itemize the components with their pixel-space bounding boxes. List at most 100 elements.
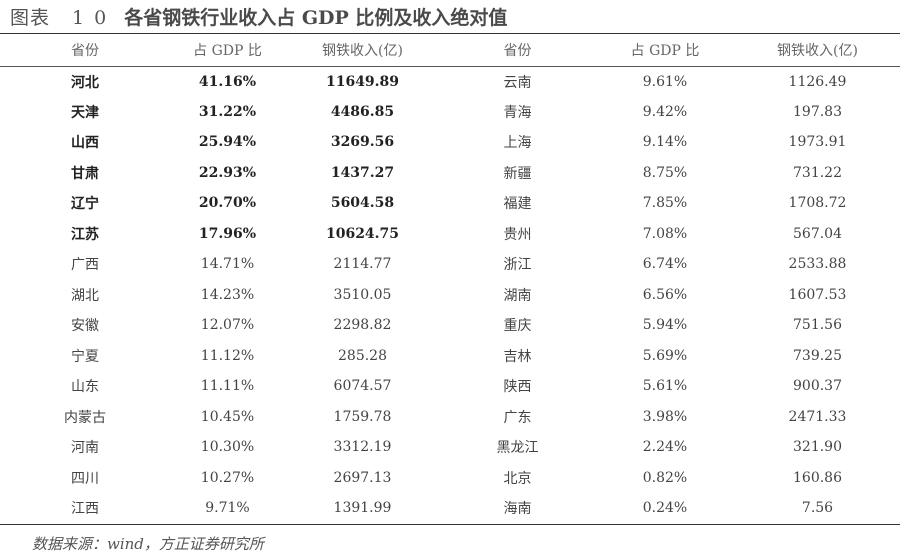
left-income-cell: 2114.77 — [333, 256, 392, 273]
left-income-cell: 1437.27 — [330, 164, 395, 181]
right-province-cell: 黑龙江 — [496, 440, 539, 457]
left-province-cell: 河南 — [71, 440, 99, 457]
header-income-left: 钢铁收入(亿) — [285, 35, 440, 67]
right-province-cell: 海南 — [503, 501, 532, 518]
right-ratio-cell: 7.08% — [642, 225, 688, 242]
left-ratio-cell: 10.27% — [200, 469, 255, 486]
figure-label: 图表 — [10, 7, 51, 29]
header-ratio-right: 占 GDP 比 — [595, 35, 735, 67]
header-province-left: 省份 — [0, 35, 170, 67]
right-income-cell: 7.56 — [801, 500, 834, 517]
left-province-cell: 江西 — [71, 501, 99, 518]
table-row: 辽宁 20.70% 5604.58 福建 7.85% 1708.72 — [0, 188, 900, 219]
table-row: 广西 14.71% 2114.77 浙江 6.74% 2533.88 — [0, 249, 900, 280]
left-ratio-cell: 9.71% — [205, 500, 250, 517]
right-ratio-cell: 9.61% — [642, 73, 688, 90]
left-ratio-cell: 10.45% — [200, 408, 255, 425]
left-income-cell: 11649.89 — [325, 73, 400, 90]
right-province-cell: 重庆 — [503, 318, 532, 335]
right-income-cell: 731.22 — [793, 164, 842, 181]
right-ratio-cell: 9.42% — [642, 103, 688, 120]
right-ratio-cell: 8.75% — [642, 164, 688, 181]
header-income-right: 钢铁收入(亿) — [735, 35, 900, 67]
left-ratio-cell: 41.16% — [198, 73, 257, 90]
table-row: 宁夏 11.12% 285.28 吉林 5.69% 739.25 — [0, 341, 900, 372]
source-note: 数据来源：wind，方正证券研究所 — [32, 535, 264, 553]
right-income-cell: 2471.33 — [788, 408, 847, 425]
right-province-cell: 湖南 — [503, 287, 532, 304]
right-income-cell: 1126.49 — [788, 73, 847, 90]
left-province-cell: 天津 — [71, 104, 99, 121]
left-ratio-cell: 17.96% — [198, 225, 257, 242]
table-row: 山东 11.11% 6074.57 陕西 5.61% 900.37 — [0, 371, 900, 402]
figure-number: 10 — [72, 7, 117, 29]
right-ratio-cell: 6.56% — [642, 286, 688, 303]
right-province-cell: 吉林 — [503, 348, 532, 365]
right-ratio-cell: 6.74% — [642, 256, 688, 273]
right-ratio-cell: 3.98% — [642, 408, 688, 425]
left-ratio-cell: 22.93% — [198, 164, 257, 181]
right-ratio-cell: 2.24% — [642, 439, 688, 456]
left-income-cell: 3510.05 — [333, 286, 392, 303]
right-ratio-cell: 7.85% — [642, 195, 688, 212]
left-income-cell: 285.28 — [338, 347, 387, 364]
right-ratio-cell: 5.61% — [642, 378, 688, 395]
left-province-cell: 山西 — [71, 135, 99, 152]
table-row: 四川 10.27% 2697.13 北京 0.82% 160.86 — [0, 463, 900, 494]
table-row: 天津 31.22% 4486.85 青海 9.42% 197.83 — [0, 97, 900, 128]
left-province-cell: 辽宁 — [71, 196, 99, 213]
left-ratio-cell: 11.12% — [200, 347, 255, 364]
left-ratio-cell: 12.07% — [200, 317, 255, 334]
table-row: 湖北 14.23% 3510.05 湖南 6.56% 1607.53 — [0, 280, 900, 311]
top-rule — [0, 33, 900, 34]
left-income-cell: 2298.82 — [333, 317, 392, 334]
right-income-cell: 197.83 — [793, 103, 842, 120]
left-ratio-cell: 10.30% — [200, 439, 255, 456]
right-province-cell: 上海 — [503, 135, 532, 152]
figure-title: 图表 10 各省钢铁行业收入占 GDP 比例及收入绝对值 — [10, 4, 507, 32]
left-province-cell: 江苏 — [71, 226, 99, 243]
left-ratio-cell: 31.22% — [198, 103, 257, 120]
right-province-cell: 新疆 — [503, 165, 532, 182]
table-row: 安徽 12.07% 2298.82 重庆 5.94% 751.56 — [0, 310, 900, 341]
left-ratio-cell: 25.94% — [198, 134, 257, 151]
left-province-cell: 河北 — [71, 74, 99, 91]
right-income-cell: 1607.53 — [788, 286, 847, 303]
right-income-cell: 2533.88 — [788, 256, 847, 273]
table-row: 河北 41.16% 11649.89 云南 9.61% 1126.49 — [0, 66, 900, 97]
left-ratio-cell: 14.23% — [200, 286, 255, 303]
table-row: 山西 25.94% 3269.56 上海 9.14% 1973.91 — [0, 127, 900, 158]
right-ratio-cell: 5.94% — [642, 317, 688, 334]
left-province-cell: 四川 — [71, 470, 99, 487]
left-income-cell: 10624.75 — [325, 225, 400, 242]
right-ratio-cell: 0.82% — [642, 469, 688, 486]
table-row: 江西 9.71% 1391.99 海南 0.24% 7.56 — [0, 493, 900, 524]
figure-name: 各省钢铁行业收入占 GDP 比例及收入绝对值 — [124, 7, 508, 29]
left-income-cell: 3269.56 — [330, 134, 395, 151]
left-income-cell: 3312.19 — [333, 439, 392, 456]
right-province-cell: 北京 — [503, 470, 532, 487]
left-province-cell: 广西 — [71, 257, 99, 274]
bottom-rule — [0, 524, 900, 525]
right-income-cell: 751.56 — [793, 317, 842, 334]
left-income-cell: 5604.58 — [330, 195, 395, 212]
data-table: 省份 占 GDP 比 钢铁收入(亿) 省份 占 GDP 比 钢铁收入(亿) 河北… — [0, 35, 900, 524]
left-income-cell: 1759.78 — [333, 408, 392, 425]
header-province-right: 省份 — [440, 35, 595, 67]
right-province-cell: 贵州 — [503, 226, 532, 243]
right-income-cell: 567.04 — [793, 225, 842, 242]
left-province-cell: 宁夏 — [71, 348, 99, 365]
left-province-cell: 甘肃 — [71, 165, 99, 182]
left-province-cell: 湖北 — [71, 287, 99, 304]
left-income-cell: 4486.85 — [330, 103, 395, 120]
left-income-cell: 6074.57 — [333, 378, 392, 395]
right-province-cell: 浙江 — [503, 257, 532, 274]
left-ratio-cell: 20.70% — [198, 195, 257, 212]
right-province-cell: 广东 — [503, 409, 532, 426]
left-province-cell: 山东 — [71, 379, 99, 396]
left-province-cell: 安徽 — [71, 318, 99, 335]
right-income-cell: 739.25 — [793, 347, 842, 364]
right-income-cell: 900.37 — [793, 378, 842, 395]
left-income-cell: 1391.99 — [333, 500, 392, 517]
right-province-cell: 陕西 — [503, 379, 532, 396]
